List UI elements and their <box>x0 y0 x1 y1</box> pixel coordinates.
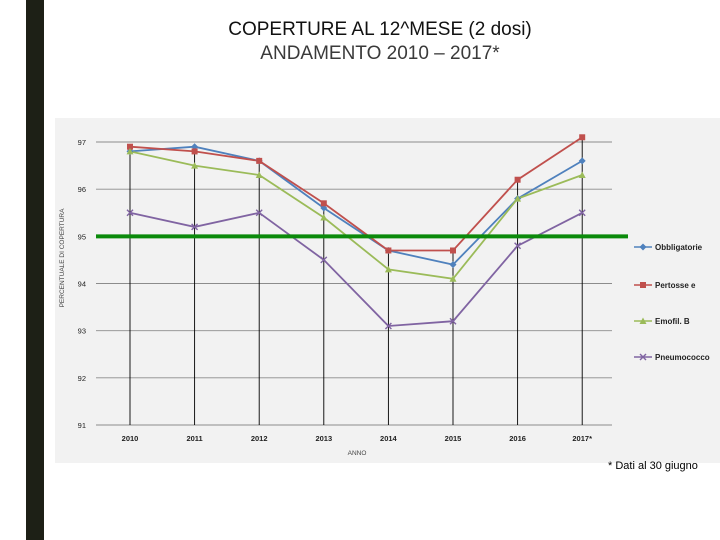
data-point-s0-7 <box>578 157 586 165</box>
data-point-s2-6 <box>514 195 522 202</box>
legend-marker-0 <box>639 243 647 251</box>
x-tick-label-2011: 2011 <box>186 434 202 443</box>
x-axis-title: ANNO <box>348 450 367 457</box>
series-line-2 <box>129 150 583 280</box>
y-tick-label-94: 94 <box>78 280 86 289</box>
data-point-s2-5 <box>449 275 457 282</box>
chart-panel <box>55 118 720 463</box>
legend-label-1: Pertosse e <box>655 281 696 290</box>
x-tick-label-2010: 2010 <box>122 434 139 443</box>
data-point-s3-2 <box>255 209 263 217</box>
slide-side-bar <box>26 0 44 540</box>
legend-label-0: Obbligatorie <box>655 243 703 252</box>
y-tick-label-95: 95 <box>78 232 86 241</box>
data-point-s2-4 <box>384 265 392 273</box>
data-point-s3-6 <box>514 242 522 250</box>
series-line-3 <box>129 211 583 327</box>
data-point-s1-3 <box>320 200 327 207</box>
y-tick-label-96: 96 <box>78 185 86 194</box>
legend-marker-1 <box>640 282 646 288</box>
x-tick-label-2016: 2016 <box>509 434 526 443</box>
slide-title: COPERTURE AL 12^MESE (2 dosi) <box>228 19 532 40</box>
series-line-0 <box>129 145 583 266</box>
data-point-s1-4 <box>385 247 392 254</box>
data-point-s2-3 <box>320 213 328 221</box>
y-tick-label-93: 93 <box>78 327 86 336</box>
data-point-s3-4 <box>384 322 392 330</box>
data-point-s3-0 <box>126 209 134 217</box>
y-tick-label-97: 97 <box>78 138 86 147</box>
data-point-s2-0 <box>126 147 134 155</box>
data-point-s1-0 <box>127 143 133 150</box>
data-point-s1-7 <box>579 134 586 141</box>
data-point-s2-7 <box>578 171 586 179</box>
data-point-s2-1 <box>191 162 199 169</box>
data-point-s3-7 <box>578 209 586 217</box>
data-point-s3-1 <box>191 223 199 231</box>
legend-marker-3 <box>639 353 647 361</box>
y-tick-label-92: 92 <box>78 374 86 383</box>
data-point-s1-2 <box>256 157 263 164</box>
footnote: * Dati al 30 giugno <box>608 460 698 472</box>
data-point-s0-5 <box>449 261 457 269</box>
x-tick-label-2013: 2013 <box>315 434 332 443</box>
legend-marker-2 <box>639 317 647 324</box>
legend-label-3: Pneumococco <box>655 353 710 362</box>
data-point-s1-1 <box>191 148 198 155</box>
data-point-s1-6 <box>514 176 521 183</box>
data-point-s3-5 <box>449 317 457 325</box>
slide-subtitle: ANDAMENTO 2010 – 2017* <box>260 43 500 64</box>
legend-label-2: Emofil. B <box>655 317 690 326</box>
x-tick-label-2012: 2012 <box>251 434 268 443</box>
x-tick-label-2015: 2015 <box>445 434 462 443</box>
x-tick-label-2014: 2014 <box>380 434 398 443</box>
x-tick-label-2017*: 2017* <box>572 434 592 443</box>
data-point-s1-5 <box>450 247 456 254</box>
data-point-s2-2 <box>255 171 263 179</box>
data-point-s3-3 <box>320 256 328 264</box>
series-line-1 <box>129 136 583 252</box>
y-tick-label-91: 91 <box>78 421 86 430</box>
y-axis-title: PERCENTUALE DI COPERTURA <box>59 208 66 308</box>
